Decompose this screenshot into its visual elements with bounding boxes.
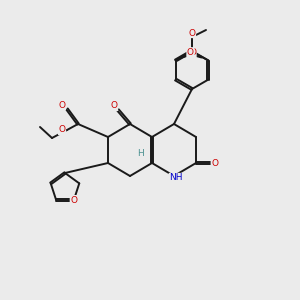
Text: O: O [58,125,65,134]
Text: O: O [189,48,196,57]
Text: O: O [58,100,65,109]
Text: O: O [70,196,77,205]
Text: O: O [110,101,118,110]
Text: H: H [138,148,144,158]
Text: NH: NH [169,173,183,182]
Text: O: O [212,158,218,167]
Text: O: O [188,28,196,38]
Text: O: O [187,48,194,57]
